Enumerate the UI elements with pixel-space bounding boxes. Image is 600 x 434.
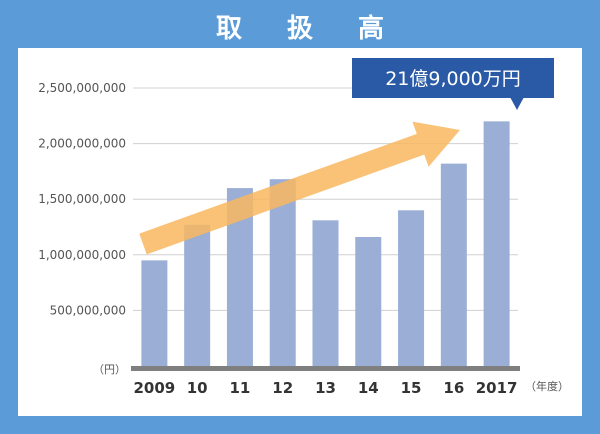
trend-arrow — [139, 121, 461, 255]
x-tick-label: 16 — [443, 379, 464, 397]
y-tick-label: 2,500,000,000 — [38, 81, 126, 95]
x-tick-label: 2017 — [476, 379, 518, 397]
x-axis-unit: （年度） — [525, 379, 569, 393]
bar — [269, 179, 296, 366]
y-tick-label: 1,000,000,000 — [38, 248, 126, 262]
bar — [141, 260, 168, 366]
x-tick-label: 15 — [401, 379, 422, 397]
x-tick-label: 14 — [358, 379, 379, 397]
bar-chart: 500,000,000 1,000,000,000 1,500,000,000 2,0… — [38, 58, 569, 397]
y-axis-unit: （円） — [93, 363, 126, 376]
x-tick-label: 2009 — [134, 379, 176, 397]
chart-title: 取 扱 高 — [215, 14, 403, 44]
callout-box — [352, 58, 554, 98]
bar — [440, 163, 467, 366]
bar — [312, 220, 339, 366]
x-tick-label: 10 — [187, 379, 208, 397]
chart-panel: 500,000,000 1,000,000,000 1,500,000,000 2,0… — [18, 48, 582, 416]
bar — [355, 237, 382, 366]
y-tick-label: 2,000,000,000 — [38, 137, 126, 151]
bar — [398, 210, 425, 366]
x-tick-label: 13 — [315, 379, 336, 397]
callout-pointer — [510, 97, 524, 110]
bar — [483, 121, 510, 366]
y-tick-label: 1,500,000,000 — [38, 192, 126, 206]
x-tick-label: 11 — [230, 379, 251, 397]
x-tick-label: 12 — [272, 379, 293, 397]
bar — [184, 224, 211, 366]
y-tick-label: 500,000,000 — [50, 303, 126, 317]
callout-label: 21億9,000万円 — [385, 68, 521, 90]
x-axis-baseline — [131, 366, 520, 371]
